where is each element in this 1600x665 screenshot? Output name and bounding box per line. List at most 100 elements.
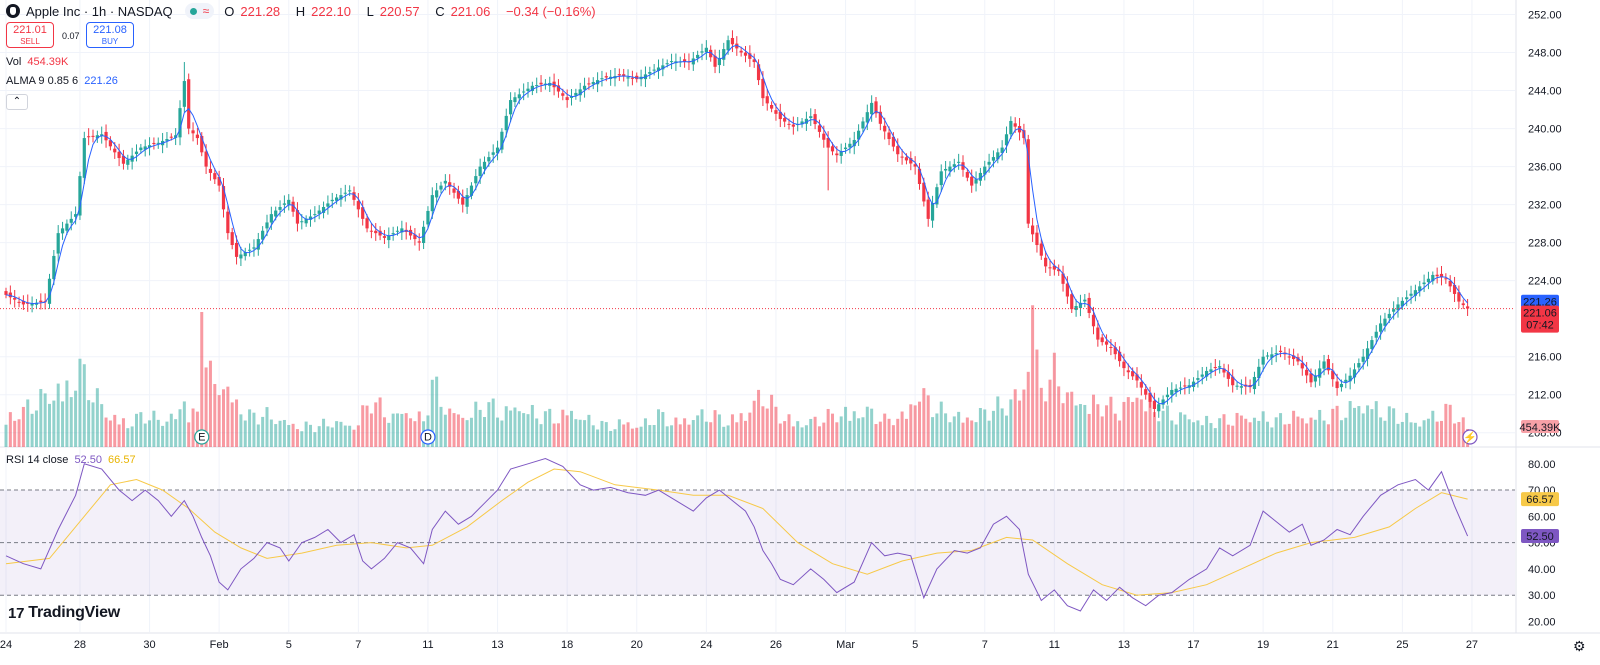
- tradingview-logo[interactable]: 17 TradingView: [8, 604, 121, 622]
- candle-body: [1309, 373, 1313, 383]
- symbol-title[interactable]: Apple Inc · 1h · NASDAQ: [26, 3, 173, 19]
- volume-bar: [156, 419, 160, 447]
- candle-body: [134, 151, 139, 155]
- candle-body: [1418, 286, 1422, 292]
- rsi-badge-text: 52.50: [1526, 531, 1554, 543]
- candle-body: [809, 116, 813, 119]
- candle-body: [944, 168, 948, 171]
- candle-body: [474, 176, 478, 184]
- volume-bar: [861, 417, 865, 447]
- rsi-tick-label: 30.00: [1528, 590, 1556, 602]
- volume-bar: [152, 410, 156, 447]
- candle-body: [900, 156, 904, 158]
- buy-button[interactable]: 221.08 BUY: [86, 22, 134, 48]
- candle-body: [1396, 304, 1400, 311]
- candle-body: [857, 130, 861, 140]
- volume-bar: [1279, 413, 1283, 447]
- candle-body: [1352, 369, 1357, 378]
- time-tick-label: 17: [1187, 639, 1199, 651]
- volume-bar: [617, 419, 621, 447]
- volume-bar: [496, 417, 500, 447]
- candle-body: [1000, 147, 1004, 153]
- volume-bar: [904, 418, 908, 447]
- last-price-badge: [1521, 305, 1559, 333]
- volume-bar: [691, 420, 695, 447]
- candle-body: [1083, 299, 1087, 302]
- candle-body: [60, 228, 65, 234]
- candle-body: [839, 151, 843, 156]
- candle-body: [1374, 331, 1378, 338]
- candle-body: [169, 136, 173, 138]
- candle-body: [39, 300, 43, 303]
- volume-bar: [204, 367, 208, 447]
- volume-bar: [765, 408, 769, 447]
- volume-bar: [574, 419, 578, 447]
- candle-body: [326, 203, 330, 207]
- rsi-ma-badge-text: 66.57: [1526, 494, 1554, 506]
- candle-body: [274, 210, 278, 217]
- candle-body: [448, 182, 452, 187]
- candle-body: [896, 146, 900, 155]
- volume-bar: [1309, 417, 1313, 447]
- event-marker-d: [420, 429, 436, 445]
- volume-bar: [87, 400, 91, 447]
- settings-gear-icon[interactable]: ⚙: [1573, 638, 1586, 654]
- candle-body: [704, 47, 708, 53]
- alma-line: [5, 44, 1468, 405]
- volume-bar: [191, 408, 195, 447]
- volume-legend-value: 454.39K: [27, 56, 69, 68]
- alma-legend[interactable]: ALMA 9 0.85 6 221.26: [6, 75, 118, 87]
- volume-bar: [456, 414, 460, 447]
- volume-bar: [300, 431, 304, 447]
- candle-body: [617, 74, 621, 76]
- volume-bar: [878, 421, 882, 447]
- volume-bar: [217, 395, 221, 447]
- candle-body: [652, 69, 656, 71]
- volume-bar: [487, 402, 491, 447]
- volume-bar: [139, 412, 143, 447]
- volume-bar: [791, 426, 795, 447]
- volume-bar: [1383, 420, 1387, 447]
- candle-body: [1052, 265, 1056, 270]
- candle-body: [226, 211, 230, 234]
- volume-bar: [317, 426, 321, 447]
- volume-legend[interactable]: Vol 454.39K: [6, 56, 69, 68]
- volume-bar: [239, 414, 243, 447]
- candle-body: [630, 77, 634, 79]
- volume-bar: [1187, 419, 1191, 447]
- candle-body: [47, 278, 52, 304]
- candle-body: [108, 140, 112, 147]
- volume-bar: [278, 420, 282, 447]
- volume-bar: [674, 417, 678, 447]
- rsi-line: [5, 457, 1469, 612]
- candle-body: [295, 210, 300, 224]
- volume-bar: [1405, 412, 1409, 447]
- candle-body: [1431, 274, 1435, 282]
- volume-bar: [770, 394, 774, 447]
- time-tick-label: 25: [1396, 639, 1408, 651]
- collapse-legend-button[interactable]: ⌃: [6, 94, 28, 110]
- volume-bar: [1344, 417, 1348, 447]
- volume-bar: [365, 405, 369, 447]
- market-status-pill[interactable]: ≈: [184, 3, 215, 19]
- volume-bar: [1078, 404, 1082, 447]
- lightning-icon: [1462, 429, 1478, 445]
- candle-body: [461, 197, 465, 205]
- volume-bar: [961, 422, 965, 447]
- volume-bar: [1248, 422, 1252, 447]
- time-tick-label: 30: [143, 639, 155, 651]
- sell-button[interactable]: 221.01 SELL: [6, 22, 54, 48]
- time-tick-label: 13: [491, 639, 503, 651]
- volume-bar: [1122, 401, 1126, 447]
- time-axis[interactable]: 24 28 30 Feb 5 7 11 13 18 20 24 26 Mar 5 7 11 13 17 19 21 25…: [0, 639, 1478, 651]
- volume-bar: [926, 395, 930, 447]
- candle-body: [804, 118, 808, 124]
- candle-body: [1065, 283, 1069, 297]
- rsi-legend[interactable]: RSI 14 close 52.50 66.57: [6, 454, 136, 466]
- candle-body: [30, 303, 34, 306]
- volume-bar: [404, 413, 408, 447]
- price-axis[interactable]: 252.00 248.00 244.00 240.00 236.00 232.00 228.…: [1528, 10, 1562, 440]
